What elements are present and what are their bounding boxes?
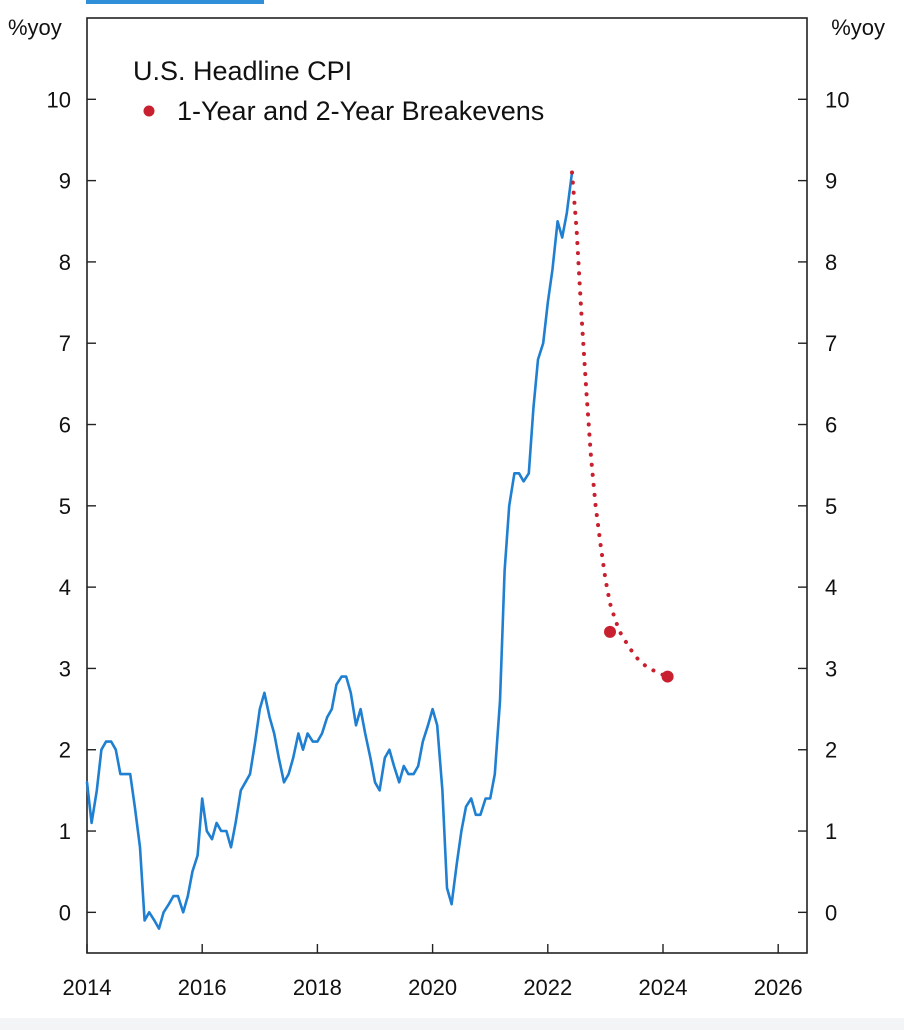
- legend-entry-breakevens: 1-Year and 2-Year Breakevens: [177, 96, 544, 126]
- right-axis-unit-label: %yoy: [831, 15, 885, 40]
- x-tick-label: 2014: [63, 975, 112, 1000]
- right-y-tick-label: 9: [825, 169, 837, 194]
- left-y-tick-label: 5: [59, 494, 71, 519]
- breakeven-point-marker: [661, 670, 674, 683]
- right-y-tick-label: 2: [825, 738, 837, 763]
- left-y-tick-label: 9: [59, 169, 71, 194]
- x-tick-label: 2020: [408, 975, 457, 1000]
- left-y-tick-label: 6: [59, 413, 71, 438]
- x-tick-label: 2024: [639, 975, 688, 1000]
- left-y-tick-label: 8: [59, 250, 71, 275]
- right-y-tick-label: 0: [825, 900, 837, 925]
- left-y-tick-label: 4: [59, 575, 71, 600]
- right-y-tick-label: 1: [825, 819, 837, 844]
- series-layer: [85, 170, 674, 930]
- left-y-tick-label: 3: [59, 656, 71, 681]
- left-y-tick-label: 0: [59, 900, 71, 925]
- right-y-tick-label: 8: [825, 250, 837, 275]
- right-y-tick-label: 10: [825, 87, 849, 112]
- left-axis-unit-label: %yoy: [8, 15, 62, 40]
- breakeven-point-marker: [604, 625, 617, 638]
- right-y-axis: 0 1 2 3 4 5 6 7 8 9 10: [798, 87, 849, 925]
- x-tick-label: 2022: [523, 975, 572, 1000]
- breakevens-series-line: [570, 170, 665, 677]
- right-y-tick-label: 3: [825, 656, 837, 681]
- left-y-tick-label: 7: [59, 331, 71, 356]
- left-y-tick-label: 2: [59, 738, 71, 763]
- cpi-series-line: [85, 171, 574, 930]
- left-y-tick-label: 1: [59, 819, 71, 844]
- right-y-tick-label: 4: [825, 575, 837, 600]
- legend-marker-breakevens: [143, 105, 155, 117]
- left-y-axis: 0 1 2 3 4 5 6 7 8 9 10: [47, 87, 96, 925]
- right-y-tick-label: 6: [825, 413, 837, 438]
- legend-entry-cpi: U.S. Headline CPI: [133, 56, 352, 86]
- x-tick-label: 2016: [178, 975, 227, 1000]
- x-tick-label: 2018: [293, 975, 342, 1000]
- legend: U.S. Headline CPI 1-Year and 2-Year Brea…: [133, 56, 544, 126]
- top-accent-bar: [86, 0, 264, 4]
- right-y-tick-label: 7: [825, 331, 837, 356]
- x-axis: 2014 2016 2018 2020 2022 2024 2026: [63, 944, 803, 1000]
- x-tick-label: 2026: [754, 975, 803, 1000]
- right-y-tick-label: 5: [825, 494, 837, 519]
- left-y-tick-label: 10: [47, 87, 71, 112]
- bottom-strip: [0, 1018, 904, 1030]
- plot-frame: [86, 17, 808, 954]
